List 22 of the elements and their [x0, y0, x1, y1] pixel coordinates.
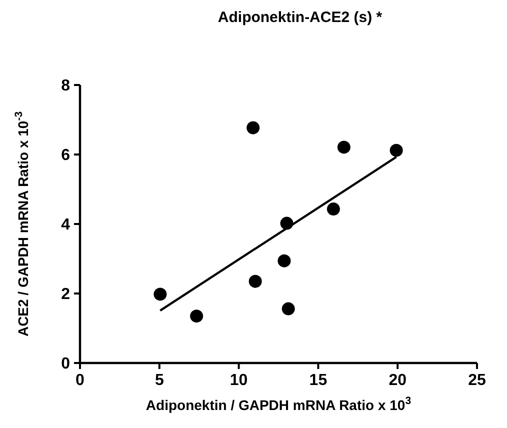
x-tick-label: 20 — [388, 372, 407, 389]
y-tick-label: 0 — [61, 356, 70, 373]
x-tick-label: 10 — [230, 372, 248, 389]
x-axis-title: Adiponektin / GAPDH mRNA Ratio x 10$^{3}$ — [146, 395, 412, 413]
point — [246, 121, 260, 134]
point — [390, 144, 403, 157]
point — [248, 274, 262, 288]
point — [278, 254, 291, 268]
point — [337, 140, 350, 154]
x-tick-label: 25 — [468, 372, 486, 389]
point — [282, 302, 295, 316]
point — [326, 202, 340, 216]
point — [154, 288, 167, 301]
y-tick-label: 2 — [61, 286, 70, 304]
y-tick-label: 6 — [61, 147, 70, 164]
point — [190, 310, 204, 323]
x-tick-label: 15 — [309, 372, 328, 389]
y-tick-label: 8 — [61, 78, 70, 95]
y-tick-label: 4 — [61, 216, 70, 234]
x-tick-label: 5 — [154, 372, 164, 389]
x-tick-label: 0 — [76, 372, 85, 389]
chart-title: Adiponektin-ACE2 (s) * — [218, 9, 382, 26]
